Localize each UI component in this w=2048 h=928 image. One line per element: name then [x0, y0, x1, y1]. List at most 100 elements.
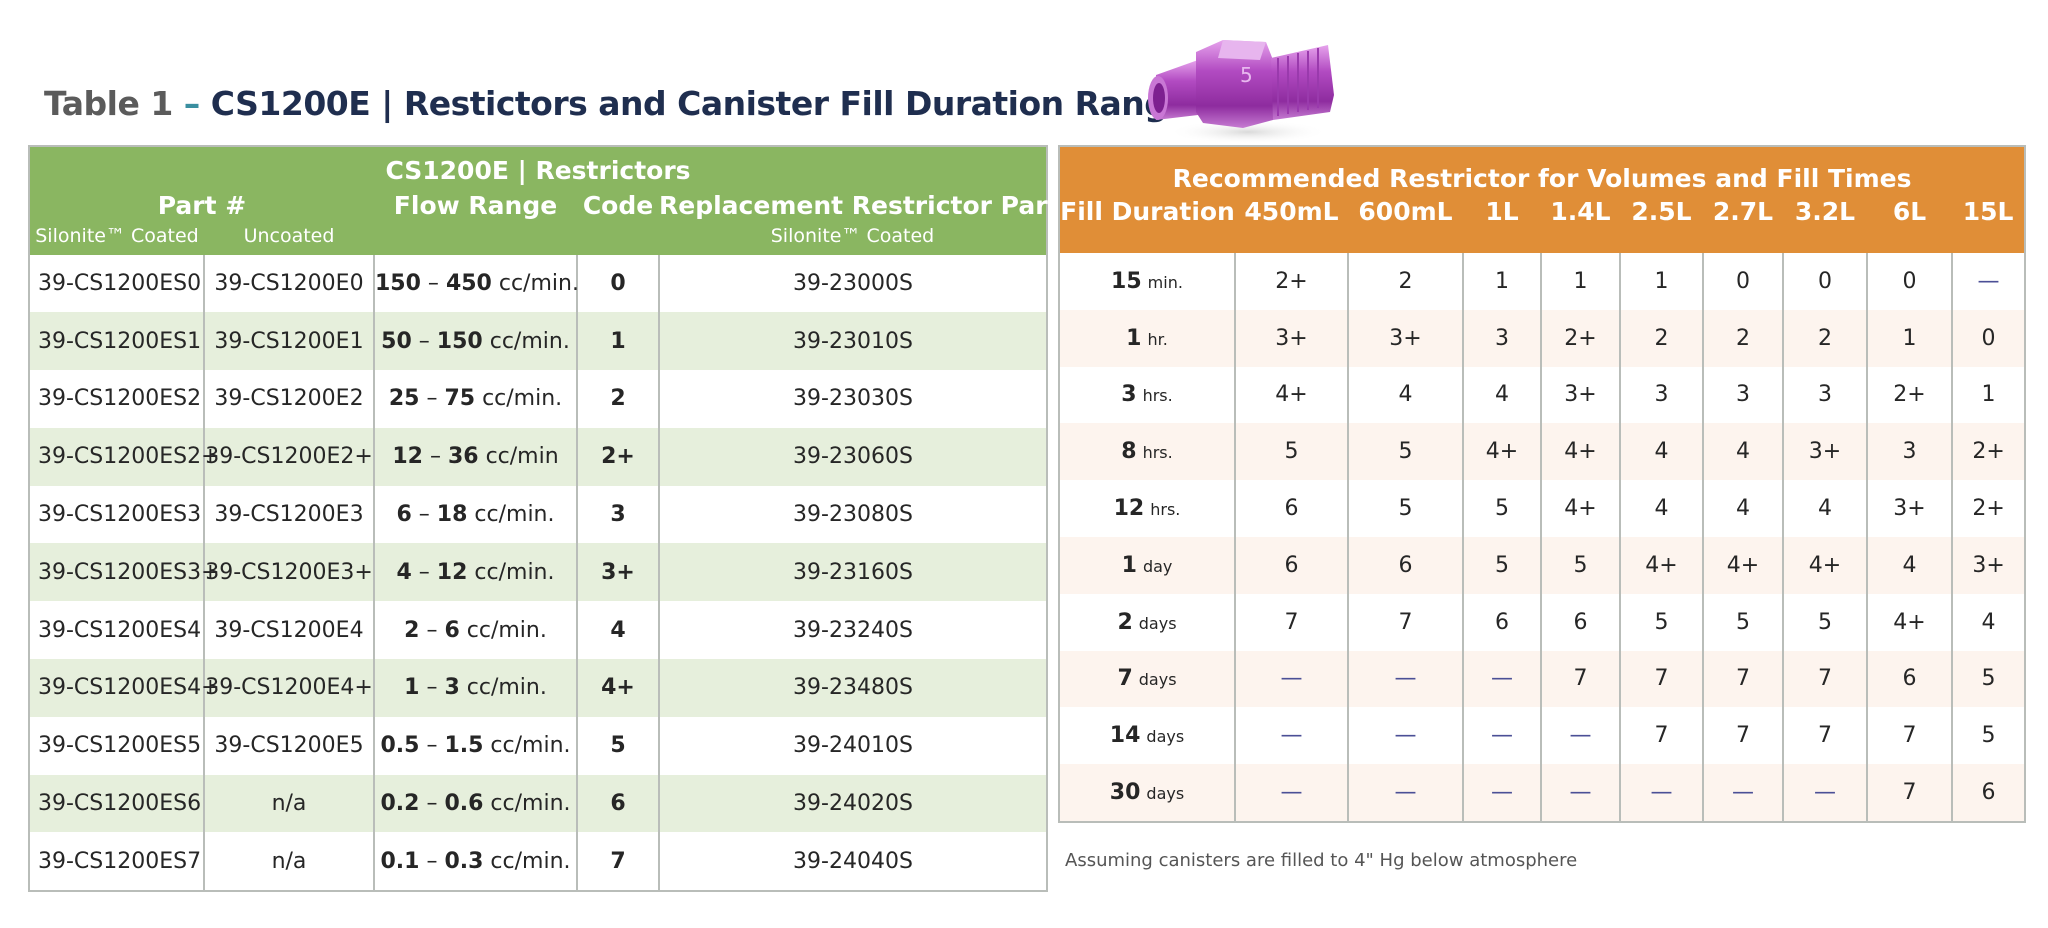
- restrictor-code: 4+: [1702, 536, 1783, 594]
- fill-duration-table-title: Recommended Restrictor for Volumes and F…: [1059, 146, 2026, 193]
- fill-duration: 7 days: [1059, 650, 1235, 708]
- restrictor-code: 4: [1619, 480, 1703, 537]
- fill-duration: 30 days: [1059, 764, 1235, 822]
- col-replacement: Replacement Restrictor Part #: [659, 185, 1089, 225]
- duration-unit: min.: [1147, 272, 1183, 292]
- coated-part: 39-CS1200ES7: [38, 848, 202, 874]
- restrictor-code: —: [1540, 707, 1620, 765]
- fitting-marking: 5: [1240, 63, 1253, 87]
- table-row: 39-CS1200ES1 39-CS1200E1 50 – 150 cc/min…: [29, 312, 1047, 371]
- restrictor-code: 4+: [1866, 593, 1952, 651]
- col-fill-duration: Fill Duration: [1059, 193, 1235, 253]
- footnote: Assuming canisters are filled to 4" Hg b…: [1065, 850, 1578, 871]
- replacement-part: 39-23010S: [658, 312, 1047, 371]
- code: 1: [576, 312, 659, 371]
- restrictor-code: 2+: [1950, 423, 2026, 481]
- restrictor-code: 3+: [1782, 423, 1867, 481]
- table-row: 8 hrs. 5 5 4+ 4+ 4 4 3+ 3 2+: [1059, 423, 2026, 481]
- replacement-part: 39-24010S: [658, 716, 1047, 775]
- restrictor-code: —: [1782, 764, 1867, 822]
- restrictor-code: 7: [1782, 707, 1867, 765]
- restrictor-code: 1: [1866, 309, 1952, 367]
- col-volume: 15L: [1952, 193, 2026, 253]
- col-volume: 1.4L: [1541, 193, 1620, 253]
- restrictor-code: 7: [1619, 707, 1703, 765]
- restrictor-code: 4: [1866, 536, 1952, 594]
- duration-value: 15: [1111, 268, 1142, 294]
- coated-part: 39-CS1200ES5: [38, 733, 202, 759]
- table-row: 15 min. 2+ 2 1 1 1 0 0 0—: [1059, 253, 2026, 310]
- table-row: 39-CS1200ES3 39-CS1200E3 6 – 18 cc/min. …: [29, 485, 1047, 544]
- table-row: 2 days 7 7 6 6 5 5 5 4+ 4: [1059, 593, 2026, 651]
- restrictor-code: —: [1347, 650, 1463, 708]
- coated-part: 39-CS1200ES2+: [29, 427, 220, 486]
- table-row: 39-CS1200ES2 39-CS1200E2 25 – 75 cc/min.…: [29, 370, 1047, 428]
- duration-unit: hrs.: [1142, 386, 1173, 406]
- flow-range: 12 – 36 cc/min: [373, 427, 577, 486]
- restrictor-code: 4: [1462, 366, 1541, 424]
- restrictor-code: 6: [1234, 536, 1348, 594]
- table-row: 14 days — — — —7 7 7 7 5: [1059, 707, 2026, 765]
- sub-replacement: Silonite™ Coated: [659, 225, 1047, 255]
- restrictor-code: —: [1540, 764, 1620, 822]
- restrictor-code: 2: [1619, 309, 1703, 367]
- restrictor-code: 4: [1347, 366, 1463, 424]
- fill-duration: 1 day: [1059, 536, 1235, 594]
- restrictor-code: 1: [1540, 253, 1620, 310]
- restrictor-code: 6: [1540, 593, 1620, 651]
- restrictor-code: 5: [1347, 423, 1463, 481]
- duration-value: 3: [1121, 382, 1137, 408]
- restrictor-code: 1: [1462, 253, 1541, 310]
- coated-part: 39-CS1200ES4: [38, 617, 202, 643]
- col-part: Part #: [29, 185, 374, 225]
- restrictor-code: 2+: [1950, 480, 2026, 537]
- table-row: 39-CS1200ES2+ 39-CS1200E2+ 12 – 36 cc/mi…: [29, 427, 1047, 486]
- coated-part: 39-CS1200ES0: [38, 270, 202, 296]
- replacement-part: 39-23000S: [658, 255, 1047, 313]
- restrictor-code: —: [1462, 764, 1541, 822]
- replacement-part: 39-24040S: [658, 832, 1047, 891]
- col-volume: 450mL: [1235, 193, 1348, 253]
- code: 6: [576, 774, 659, 833]
- duration-unit: hrs.: [1142, 443, 1173, 463]
- restrictor-code: 5: [1950, 707, 2026, 765]
- coated-part: 39-CS1200ES2: [38, 386, 202, 412]
- table-row: 7 days — — —7 7 7 7 6 5: [1059, 650, 2026, 708]
- uncoated-part: 39-CS1200E4+: [203, 659, 374, 717]
- flow-range: 0.1 – 0.3 cc/min.: [373, 832, 577, 891]
- restrictor-code: 7: [1702, 650, 1783, 708]
- fill-duration: 1 hr.: [1059, 309, 1235, 367]
- restrictor-code: 3+: [1234, 309, 1348, 367]
- uncoated-part: n/a: [203, 832, 374, 891]
- restrictor-code: 3+: [1347, 309, 1463, 367]
- restrictor-code: 5: [1540, 536, 1620, 594]
- restrictor-code: 2+: [1234, 253, 1348, 310]
- table-row: 39-CS1200ES7 n/a 0.1 – 0.3 cc/min. 7 39-…: [29, 832, 1047, 891]
- restrictor-code: 5: [1462, 480, 1541, 537]
- col-volume: 3.2L: [1783, 193, 1867, 253]
- sub-silonite: Silonite™ Coated: [29, 225, 204, 255]
- restrictor-code: —: [1234, 764, 1348, 822]
- table-row: 30 days — — — — — — —7 6: [1059, 764, 2026, 822]
- replacement-part: 39-23160S: [658, 543, 1047, 602]
- table-row: 39-CS1200ES0 39-CS1200E0 150 – 450 cc/mi…: [29, 255, 1047, 313]
- restrictor-fitting-icon: 5: [1148, 40, 1334, 144]
- uncoated-part: 39-CS1200E0: [203, 255, 374, 313]
- fill-duration: 12 hrs.: [1059, 480, 1235, 537]
- uncoated-part: 39-CS1200E1: [203, 312, 374, 371]
- restrictor-code: 7: [1866, 707, 1952, 765]
- fill-duration: 8 hrs.: [1059, 423, 1235, 481]
- restrictor-code: 4: [1619, 423, 1703, 481]
- fill-duration-table: Recommended Restrictor for Volumes and F…: [1058, 145, 2027, 823]
- flow-range: 25 – 75 cc/min.: [373, 370, 577, 428]
- coated-part: 39-CS1200ES1: [29, 312, 204, 371]
- flow-range: 4 – 12 cc/min.: [373, 543, 577, 602]
- restrictor-code: 7: [1347, 593, 1463, 651]
- restrictor-code: 1: [1619, 253, 1703, 310]
- duration-unit: days: [1138, 670, 1177, 690]
- col-volume: 600mL: [1348, 193, 1463, 253]
- restrictor-code: 6: [1347, 536, 1463, 594]
- uncoated-part: 39-CS1200E2: [203, 370, 374, 428]
- restrictor-code: 3+: [1950, 536, 2026, 594]
- fill-duration: 2 days: [1059, 594, 1235, 651]
